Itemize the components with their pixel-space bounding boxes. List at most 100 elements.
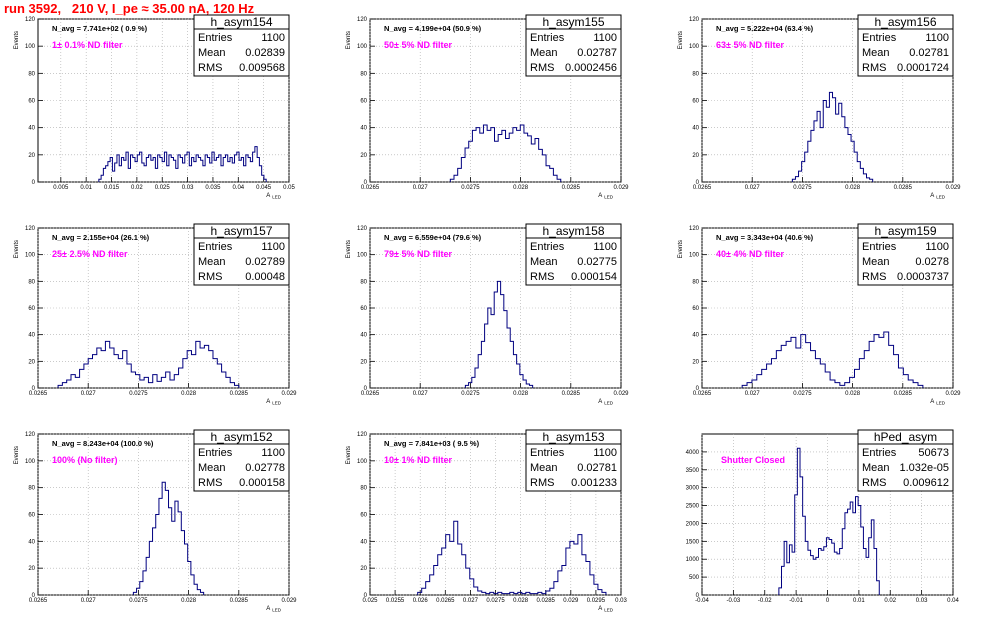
x-tick-label: 0.0265 [436, 598, 455, 604]
filter-note: 25± 2.5% ND filter [52, 249, 128, 259]
x-tick-label: -0.03 [727, 598, 741, 604]
navg-label: N_avg = 3.343e+04 (40.6 %) [716, 233, 814, 242]
stat-value: 0.02839 [245, 47, 285, 59]
stat-value: 0.02778 [245, 462, 285, 474]
x-axis-title: A LED [266, 193, 282, 200]
x-tick-label: 0.0285 [894, 185, 913, 191]
x-tick-label: 0.005 [53, 185, 69, 191]
x-axis-title: A LED [930, 193, 946, 200]
y-tick-label: 40 [692, 333, 699, 339]
stat-label: RMS [862, 477, 886, 489]
stat-value: 1100 [925, 241, 949, 253]
x-axis-title: A LED [598, 399, 614, 406]
stat-value: 1100 [593, 447, 617, 459]
x-tick-label: 0.03 [615, 598, 627, 604]
y-tick-label: 20 [28, 566, 35, 572]
x-tick-label: 0.027 [81, 598, 97, 604]
x-tick-label: 0.02 [884, 598, 896, 604]
stat-label: Mean [198, 47, 226, 59]
stats-box [857, 443, 954, 492]
histogram-series [132, 481, 205, 595]
y-tick-label: 0 [32, 386, 36, 392]
histogram-series [449, 124, 562, 182]
x-tick-label: 0.028 [513, 185, 529, 191]
x-tick-label: 0.0275 [461, 391, 480, 397]
y-tick-label: 120 [689, 17, 700, 23]
y-tick-label: 20 [360, 153, 367, 159]
navg-label: N_avg = 4.199e+04 (50.9 %) [384, 24, 482, 33]
x-tick-label: 0.029 [945, 185, 961, 191]
y-tick-label: 20 [28, 153, 35, 159]
stat-label: Entries [862, 447, 897, 459]
stat-value: 0.001233 [571, 477, 617, 489]
y-tick-label: 0 [364, 180, 368, 186]
stats-box [857, 237, 954, 286]
y-tick-label: 20 [360, 359, 367, 365]
stat-value: 50673 [918, 447, 949, 459]
y-tick-label: 0 [364, 593, 368, 599]
navg-label: N_avg = 7.841e+03 ( 9.5 %) [384, 439, 480, 448]
stat-value: 1100 [593, 32, 617, 44]
stat-value: 0.0001724 [897, 62, 949, 74]
x-tick-label: 0.027 [81, 391, 97, 397]
x-tick-label: 0 [826, 598, 830, 604]
stat-label: Mean [530, 462, 558, 474]
stat-label: RMS [198, 271, 222, 283]
x-tick-label: 0.026 [413, 598, 429, 604]
x-tick-label: 0.03 [916, 598, 928, 604]
y-tick-label: 0 [696, 593, 700, 599]
stat-label: RMS [862, 62, 886, 74]
y-tick-label: 60 [28, 99, 35, 105]
run-title: run 3592, 210 V, I_pe ≈ 35.00 nA, 120 Hz [4, 1, 255, 16]
x-tick-label: 0.0265 [361, 391, 380, 397]
y-axis-title: Events [346, 31, 352, 49]
y-tick-label: 120 [357, 226, 368, 232]
x-tick-label: 0.035 [205, 185, 221, 191]
histogram-name: h_asym156 [874, 15, 936, 29]
y-tick-label: 40 [360, 539, 367, 545]
panel-hPed_asym: -0.04 -0.03 -0.02 -0.01 0 0.01 0.02 0.03 0.04 0 50… [686, 429, 959, 604]
stat-label: Mean [198, 462, 226, 474]
y-tick-label: 120 [25, 432, 36, 438]
x-tick-label: 0.025 [362, 598, 378, 604]
x-tick-label: 0.0265 [361, 185, 380, 191]
x-tick-label: 0.05 [283, 185, 295, 191]
panel-h_asym158: 0.0265 0.027 0.0275 0.028 0.0285 0.029 0 20 40 60… [346, 223, 629, 406]
y-tick-label: 1500 [686, 539, 700, 545]
stat-label: Entries [530, 241, 565, 253]
filter-note: Shutter Closed [721, 455, 785, 465]
stat-value: 0.0278 [915, 256, 949, 268]
filter-note: 1± 0.1% ND filter [52, 40, 123, 50]
stat-value: 1100 [261, 241, 285, 253]
x-tick-label: 0.0285 [894, 391, 913, 397]
x-tick-label: 0.028 [181, 391, 197, 397]
y-tick-label: 100 [25, 253, 36, 259]
stat-value: 0.000158 [239, 477, 285, 489]
y-tick-label: 120 [689, 226, 700, 232]
stat-value: 0.02781 [577, 462, 617, 474]
y-tick-label: 80 [360, 486, 367, 492]
y-tick-label: 40 [360, 126, 367, 132]
stat-value: 0.0002456 [565, 62, 617, 74]
y-tick-label: 40 [28, 333, 35, 339]
filter-note: 40± 4% ND filter [716, 249, 784, 259]
stat-label: RMS [530, 477, 554, 489]
y-tick-label: 0 [32, 180, 36, 186]
y-tick-label: 40 [692, 126, 699, 132]
x-tick-label: 0.029 [613, 391, 629, 397]
panel-h_asym152: 0.0265 0.027 0.0275 0.028 0.0285 0.029 0 20 40 60… [14, 429, 297, 613]
x-tick-label: 0.0285 [537, 598, 556, 604]
stat-value: 1100 [593, 241, 617, 253]
filter-note: 10± 1% ND filter [384, 455, 452, 465]
x-tick-label: 0.04 [947, 598, 959, 604]
y-tick-label: 60 [360, 306, 367, 312]
y-tick-label: 3000 [686, 486, 700, 492]
x-axis-title: A LED [930, 399, 946, 406]
stat-value: 0.009612 [903, 477, 949, 489]
histogram-name: h_asym159 [874, 224, 936, 238]
histogram-series [464, 280, 534, 388]
x-tick-label: 0.0285 [230, 391, 249, 397]
panel-h_asym156: 0.0265 0.027 0.0275 0.028 0.0285 0.029 0 20 40 60… [678, 14, 961, 200]
x-tick-label: 0.0285 [562, 185, 581, 191]
y-tick-label: 100 [357, 253, 368, 259]
